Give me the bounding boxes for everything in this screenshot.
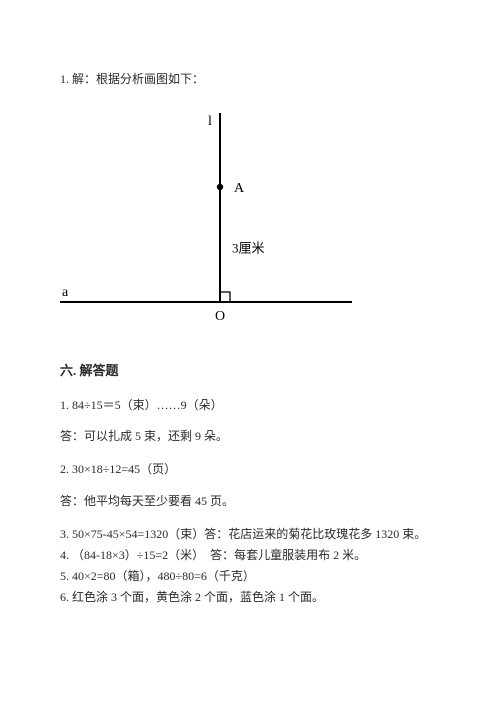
svg-text:a: a — [62, 285, 69, 300]
problem-1-intro: 1. 解：根据分析画图如下： — [60, 70, 440, 89]
q6-line: 6. 红色涂 3 个面，黄色涂 2 个面，蓝色涂 1 个面。 — [60, 588, 440, 607]
svg-text:O: O — [215, 309, 225, 324]
answers-q3-q6: 3. 50×75-45×54=1320（束）答：花店运来的菊花比玫瑰花多 132… — [60, 525, 440, 608]
q4-line: 4. （84-18×3）÷15=2（米） 答：每套儿童服装用布 2 米。 — [60, 546, 440, 565]
q2-answer: 答：他平均每天至少要看 45 页。 — [60, 492, 440, 511]
q5-line: 5. 40×2=80（箱），480÷80=6（千克） — [60, 567, 440, 586]
svg-text:l: l — [208, 114, 212, 129]
perpendicular-diagram: l A 3厘米 a O — [60, 107, 440, 337]
section-6-title: 六. 解答题 — [60, 361, 440, 382]
q2-equation: 2. 30×18÷12=45（页） — [60, 460, 440, 479]
answer-q2: 2. 30×18÷12=45（页） 答：他平均每天至少要看 45 页。 — [60, 460, 440, 510]
diagram-container: l A 3厘米 a O — [60, 107, 440, 337]
q3-line: 3. 50×75-45×54=1320（束）答：花店运来的菊花比玫瑰花多 132… — [60, 525, 440, 544]
answer-q1: 1. 84÷15＝5（束）……9（朵） 答：可以扎成 5 束，还剩 9 朵。 — [60, 396, 440, 446]
q1-equation: 1. 84÷15＝5（束）……9（朵） — [60, 396, 440, 415]
svg-text:3厘米: 3厘米 — [232, 241, 265, 256]
svg-text:A: A — [234, 181, 245, 196]
q1-answer: 答：可以扎成 5 束，还剩 9 朵。 — [60, 427, 440, 446]
